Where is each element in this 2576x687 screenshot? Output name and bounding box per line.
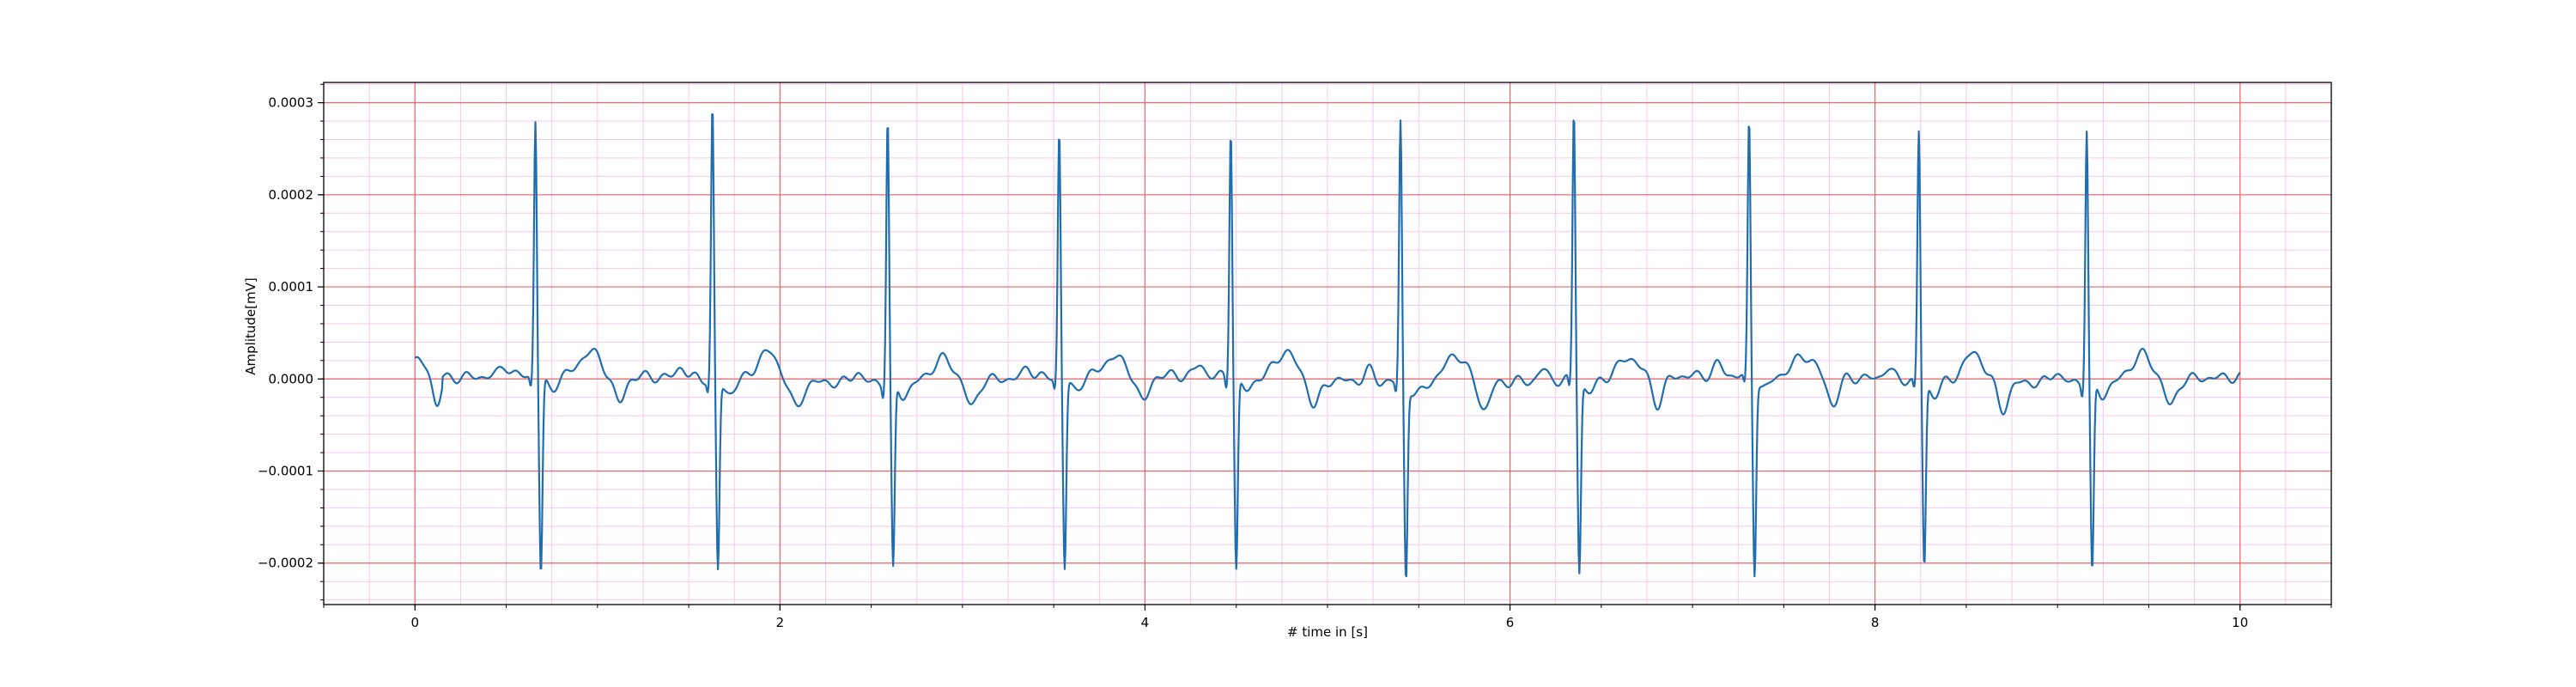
y-tick-label: 0.0001	[269, 279, 314, 295]
x-tick-label: 2	[776, 615, 785, 630]
x-tick-label: 10	[2232, 615, 2248, 630]
y-tick-label: 0.0000	[269, 371, 314, 386]
y-tick-label: 0.0002	[269, 187, 314, 203]
x-tick-label: 8	[1871, 615, 1880, 630]
minor-grid	[323, 82, 2332, 605]
axis-tick-labels: 0 2 4 6 8 10 −0.0002 −0.0001 0.0000 0.0001 0.0002 0…	[258, 95, 2248, 630]
ecg-signal-line	[414, 112, 2241, 578]
y-tick-label: −0.0002	[258, 556, 313, 571]
x-tick-label: 0	[410, 615, 419, 630]
x-axis-label: # time in [s]	[1287, 624, 1368, 640]
y-tick-label: 0.0003	[269, 95, 314, 111]
y-tick-label: −0.0001	[258, 464, 313, 479]
axis-ticks	[318, 83, 2332, 611]
y-axis-label: Amplitude[mV]	[243, 277, 258, 374]
x-tick-label: 4	[1141, 615, 1150, 630]
x-tick-label: 6	[1506, 615, 1515, 630]
major-grid	[324, 82, 2331, 605]
